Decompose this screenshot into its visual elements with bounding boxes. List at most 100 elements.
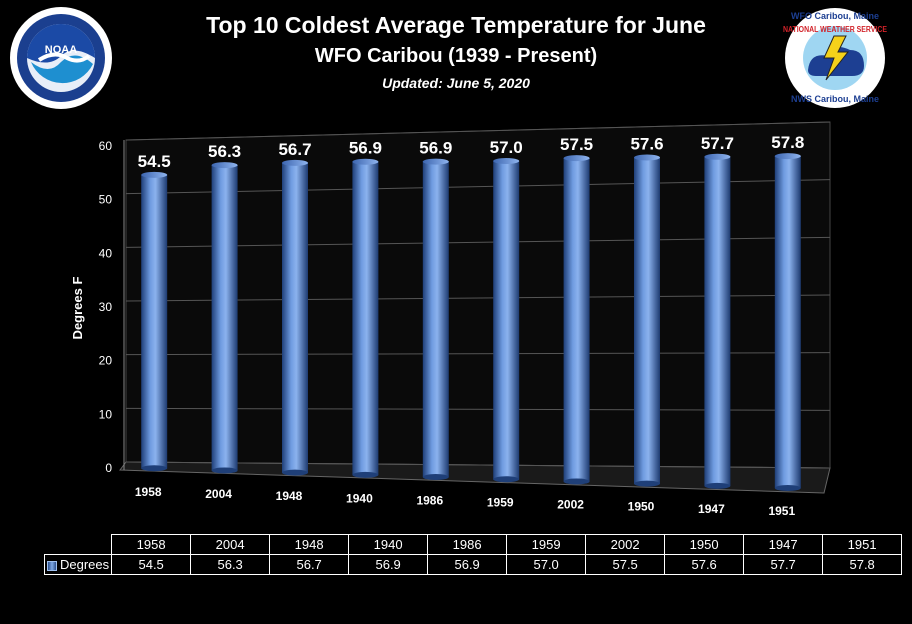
bar-body xyxy=(211,165,238,471)
noaa-logo-text: NOAA xyxy=(45,44,77,56)
bar xyxy=(211,162,238,474)
bar-top xyxy=(563,155,590,162)
bar xyxy=(704,153,731,489)
bar-base xyxy=(774,485,801,492)
bar-body xyxy=(141,174,168,469)
nws-logo: WFO Caribou, Maine NATIONAL WEATHER SERV… xyxy=(783,8,888,108)
bar-base xyxy=(493,476,520,483)
y-tick-label: 0 xyxy=(105,461,112,475)
data-label: 56.9 xyxy=(349,139,382,158)
x-tick-label: 2004 xyxy=(205,487,232,501)
table-cell: 56.9 xyxy=(427,554,508,575)
bar xyxy=(634,154,660,487)
x-tick-label: 2002 xyxy=(557,498,584,512)
bar-top xyxy=(422,158,449,165)
bar-top xyxy=(704,153,731,160)
x-tick-label: 1948 xyxy=(276,489,303,503)
table-header-cell: 1986 xyxy=(427,534,508,555)
table-header-cell: 1950 xyxy=(664,534,745,555)
x-tick-label: 1958 xyxy=(135,485,162,499)
y-tick-label: 40 xyxy=(99,246,113,260)
gridline xyxy=(125,121,831,141)
table-header-cell: 1947 xyxy=(743,534,824,555)
table-header-cell: 2004 xyxy=(190,534,271,555)
data-label: 57.7 xyxy=(701,134,734,153)
bar-base xyxy=(704,482,731,489)
chart-title: Top 10 Coldest Average Temperature for J… xyxy=(206,12,706,38)
bar-top xyxy=(493,158,520,165)
table-header-cell: 2002 xyxy=(585,534,666,555)
nws-logo-bottom-text: NWS Caribou, Maine xyxy=(791,94,879,104)
table-header-row: 1958 2004 1948 1940 1986 1959 2002 1950 1947 1951 xyxy=(45,534,903,555)
bar-top xyxy=(634,154,660,161)
y-axis: 0 10 20 30 40 50 60 xyxy=(99,139,125,475)
x-tick-label: 1986 xyxy=(416,493,443,507)
y-tick-label: 10 xyxy=(99,407,113,421)
bar-body xyxy=(563,158,590,482)
updated-date: Updated: June 5, 2020 xyxy=(382,75,530,91)
table-cell: 57.7 xyxy=(743,554,824,575)
table-row: Degrees 54.5 56.3 56.7 56.9 56.9 57.0 57.5 57.6… xyxy=(43,554,903,575)
chart-subtitle: WFO Caribou (1939 - Present) xyxy=(314,45,598,67)
bar xyxy=(493,158,520,483)
x-tick-label: 1951 xyxy=(768,504,795,518)
data-label: 56.9 xyxy=(419,139,452,158)
table-cell: 54.5 xyxy=(111,554,192,575)
bar-top xyxy=(282,159,308,166)
noaa-logo: NOAA xyxy=(10,7,112,109)
table-cell: 56.7 xyxy=(269,554,350,575)
bar-top xyxy=(141,171,168,178)
table-cell: 57.0 xyxy=(506,554,587,575)
nws-logo-mid-text: NATIONAL WEATHER SERVICE xyxy=(783,25,888,34)
data-label: 56.3 xyxy=(208,142,241,161)
bar-body xyxy=(493,161,520,480)
table-header-cell: 1958 xyxy=(111,534,192,555)
table-cell: 57.5 xyxy=(585,554,666,575)
y-tick-label: 60 xyxy=(99,139,113,153)
data-label: 57.6 xyxy=(630,134,663,153)
x-axis-labels: 1958 2004 1948 1940 1986 1959 2002 1950 1947 1951 xyxy=(135,485,796,518)
y-tick-label: 30 xyxy=(99,300,113,314)
bar-base xyxy=(634,480,660,487)
bar-body xyxy=(422,161,449,478)
legend-swatch xyxy=(47,560,57,571)
bar-body xyxy=(704,156,731,486)
legend-label: Degrees xyxy=(60,557,110,572)
bar-top xyxy=(774,153,801,160)
bar xyxy=(422,158,449,481)
table-header-cell: 1959 xyxy=(506,534,587,555)
bar xyxy=(282,159,308,476)
bar-base xyxy=(422,474,449,481)
bar-base xyxy=(141,465,168,472)
nws-logo-top-text: WFO Caribou, Maine xyxy=(791,11,879,21)
table-header-cell: 1951 xyxy=(822,534,903,555)
data-table: 1958 2004 1948 1940 1986 1959 2002 1950 1947 1951… xyxy=(43,534,903,575)
bar-base xyxy=(352,471,379,478)
table-cell: 57.6 xyxy=(664,554,745,575)
bar-body xyxy=(352,161,379,475)
table-corner xyxy=(45,535,112,555)
table-header-cell: 1940 xyxy=(348,534,429,555)
bar-base xyxy=(282,469,308,476)
data-label: 56.7 xyxy=(278,140,311,159)
bars: 54.5 56.3 56.7 56.9 56.9 57.0 57.5 57.6 57.7 57.8 xyxy=(138,133,804,492)
bar xyxy=(141,171,168,472)
bar-body xyxy=(634,157,660,484)
x-tick-label: 1940 xyxy=(346,491,373,505)
bar-body xyxy=(282,162,308,473)
data-label: 57.0 xyxy=(490,138,523,157)
bar xyxy=(774,153,801,492)
data-label: 54.5 xyxy=(138,152,171,171)
x-tick-label: 1950 xyxy=(628,500,655,514)
x-tick-label: 1947 xyxy=(698,502,725,516)
table-cell: 56.3 xyxy=(190,554,271,575)
y-tick-label: 20 xyxy=(99,354,113,368)
bar-base xyxy=(563,478,590,485)
bar-base xyxy=(211,467,238,474)
bar xyxy=(352,158,379,478)
y-tick-label: 50 xyxy=(99,193,113,207)
data-label: 57.8 xyxy=(771,133,804,152)
y-axis-title: Degrees F xyxy=(70,277,85,340)
bar xyxy=(563,155,590,485)
